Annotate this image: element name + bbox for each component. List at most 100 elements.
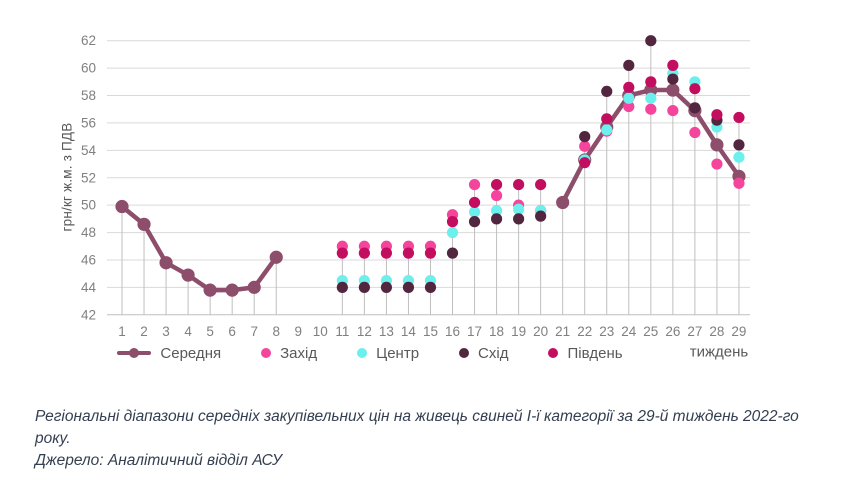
data-point-average: [225, 283, 239, 297]
data-point-average: [644, 83, 658, 97]
x-tick-label: 6: [228, 324, 236, 339]
data-point-south: [336, 247, 348, 259]
legend-item-average: Середня: [117, 345, 221, 362]
chart-source: Джерело: Аналітичний відділ АСУ: [35, 452, 282, 469]
x-tick-label: 13: [379, 324, 394, 339]
x-tick-label: 4: [184, 324, 192, 339]
data-point-south: [623, 81, 635, 93]
y-tick-label: 56: [81, 115, 96, 130]
chart-plot-area: 42 44 46 48 50 52 54 56 58 60 62 1 2 3 4 5 6 7 8 9 10 11 12 13 1…: [81, 33, 750, 339]
data-point-south: [601, 113, 613, 125]
data-point-center: [468, 206, 481, 218]
data-point-average: [556, 195, 570, 210]
data-point-south: [733, 111, 745, 124]
data-point-south: [645, 76, 657, 88]
series-east: [336, 35, 745, 293]
data-point-average: [666, 83, 680, 97]
data-point-average: [710, 138, 724, 152]
y-tick-label: 54: [81, 143, 97, 158]
caption-block: Регіональні діапазони середніх закупівел…: [35, 406, 803, 472]
data-point-west: [667, 104, 679, 117]
data-point-east: [645, 35, 657, 47]
x-tick-label: 10: [313, 324, 328, 339]
data-point-south: [711, 109, 723, 121]
data-point-center: [623, 92, 635, 104]
data-point-east: [579, 131, 591, 143]
x-axis-title: тиждень: [689, 343, 749, 361]
data-point-center: [446, 226, 459, 239]
x-tick-label: 22: [577, 324, 592, 339]
y-tick-label: 44: [81, 280, 97, 295]
x-tick-label: 27: [687, 324, 702, 339]
y-tick-label: 52: [81, 170, 96, 185]
data-point-west: [579, 140, 591, 152]
data-point-east: [513, 213, 525, 225]
data-point-center: [490, 205, 503, 217]
x-tick-label: 9: [295, 324, 303, 339]
x-tick-label: 26: [665, 324, 680, 339]
data-point-south: [689, 83, 701, 95]
data-point-average: [115, 199, 129, 214]
data-point-average: [203, 283, 217, 297]
data-point-west: [689, 126, 701, 139]
data-point-east: [535, 210, 547, 222]
legend-item-south: Південь: [548, 344, 623, 362]
x-tick-label: 15: [423, 324, 438, 339]
data-point-average: [247, 280, 261, 294]
x-tick-label: 3: [162, 324, 170, 339]
y-tick-label: 60: [81, 61, 96, 76]
data-point-average: [137, 217, 151, 231]
data-point-east: [667, 73, 679, 85]
data-point-center: [733, 151, 745, 163]
data-point-east: [358, 281, 370, 293]
legend-label-west: Захід: [280, 344, 318, 362]
x-tick-label: 12: [357, 324, 372, 339]
data-point-west: [733, 177, 745, 189]
y-tick-label: 48: [81, 225, 96, 240]
data-point-east: [623, 59, 635, 71]
y-tick-label: 46: [81, 252, 96, 267]
legend-item-east: Схід: [459, 345, 508, 362]
data-point-center: [645, 92, 657, 104]
x-tick-label: 18: [489, 324, 504, 339]
legend-item-west: Захід: [261, 345, 317, 362]
data-point-east: [468, 216, 481, 228]
data-point-east: [689, 102, 701, 114]
legend-label-average: Середня: [160, 344, 222, 362]
data-point-south: [490, 179, 503, 191]
legend-label-south: Південь: [567, 344, 623, 362]
chart-caption: Регіональні діапазони середніх закупівел…: [35, 408, 799, 447]
x-tick-label: 16: [445, 324, 460, 339]
x-tick-label: 20: [533, 324, 548, 339]
x-tick-label: 21: [555, 324, 570, 339]
data-point-south: [667, 59, 679, 71]
x-tick-label: 17: [467, 324, 482, 339]
data-point-east: [402, 281, 415, 293]
x-tick-label: 24: [621, 324, 637, 339]
data-point-west: [490, 189, 503, 202]
data-point-south: [358, 247, 370, 259]
center-dot-icon: [357, 348, 368, 358]
series-average: [115, 83, 746, 297]
data-point-south: [402, 247, 415, 259]
legend-item-center: Центр: [357, 345, 419, 362]
data-point-west: [468, 179, 481, 191]
data-point-east: [336, 281, 348, 293]
x-tick-labels: 1 2 3 4 5 6 7 8 9 10 11 12 13 14 15 16 17 18 19 20 21 22 23 24 2…: [118, 324, 746, 339]
data-point-east: [601, 85, 613, 98]
x-tick-label: 5: [206, 324, 214, 339]
east-dot-icon: [459, 348, 470, 358]
y-tick-label: 50: [81, 198, 96, 213]
y-tick-label: 62: [81, 33, 96, 48]
data-point-center: [601, 124, 613, 136]
data-point-west: [623, 100, 635, 113]
data-point-south: [535, 179, 547, 191]
x-tick-label: 19: [511, 324, 526, 339]
data-point-average: [159, 256, 173, 270]
legend-label-center: Центр: [376, 344, 420, 362]
data-point-east: [380, 281, 393, 293]
x-tick-label: 7: [250, 324, 258, 339]
data-point-west: [645, 103, 657, 115]
chart-legend: Середня Захід Центр Схід Південь: [0, 343, 740, 363]
